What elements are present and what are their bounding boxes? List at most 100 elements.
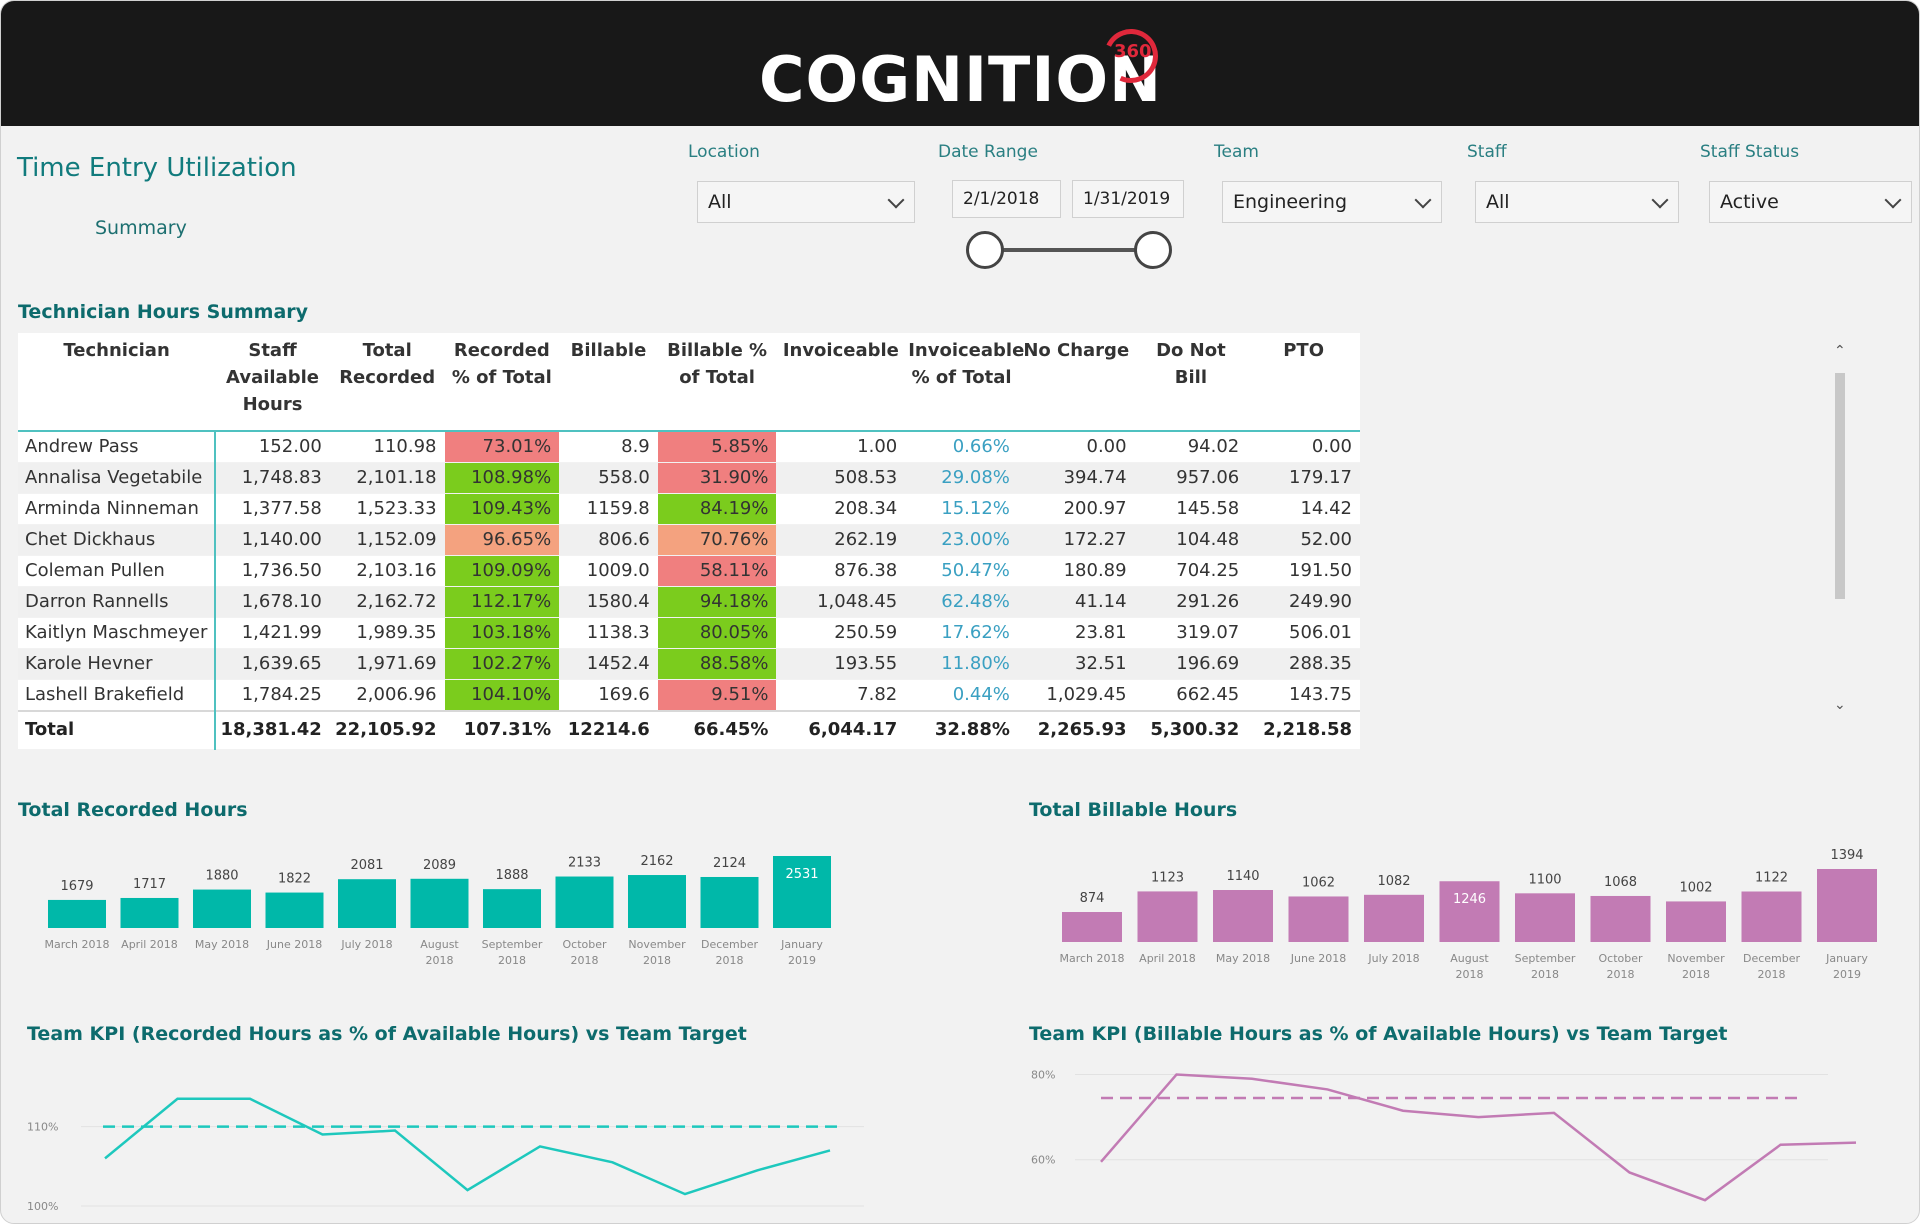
- table-row[interactable]: Kaitlyn Maschmeyer 1,421.99 1,989.35 103.18…: [18, 617, 1360, 649]
- column-header[interactable]: Invoiceable % of Total: [905, 333, 1024, 432]
- date-start-slider-handle[interactable]: [966, 231, 1004, 269]
- bar: [700, 876, 759, 928]
- table-cell: 200.97: [1017, 493, 1135, 525]
- team-dropdown[interactable]: Engineering: [1222, 181, 1442, 223]
- table-row[interactable]: Arminda Ninneman 1,377.58 1,523.33 109.43% 1…: [18, 493, 1360, 525]
- y-tick-label: 60%: [1031, 1154, 1055, 1167]
- table-row[interactable]: Andrew Pass 152.00 110.98 73.01% 8.9 5.85% 1.0…: [18, 431, 1360, 463]
- table-cell: 96.65%: [444, 524, 560, 556]
- total-cell: 32.88%: [905, 710, 1018, 750]
- category-label: November: [628, 938, 686, 951]
- staff-dropdown[interactable]: All: [1475, 181, 1679, 223]
- data-label: 2162: [640, 854, 673, 869]
- date-end-slider-handle[interactable]: [1134, 231, 1172, 269]
- date-end-input[interactable]: 1/31/2019: [1072, 180, 1184, 218]
- bar: [338, 879, 396, 928]
- table-cell: 80.05%: [657, 617, 777, 649]
- table-cell: 109.09%: [444, 555, 560, 587]
- bar: [410, 878, 469, 928]
- table-cell: 1,989.35: [329, 617, 445, 649]
- table-cell: 110.98: [329, 431, 445, 463]
- table-row[interactable]: Coleman Pullen 1,736.50 2,103.16 109.09% 100…: [18, 555, 1360, 587]
- recorded-hours-bar-chart: 1679 March 2018 1717 April 2018 1880 May 2018…: [44, 854, 831, 967]
- table-cell: 806.6: [559, 524, 658, 556]
- data-label: 1822: [278, 872, 311, 887]
- column-header[interactable]: Recorded % of Total: [444, 333, 560, 432]
- table-cell: 1,152.09: [329, 524, 445, 556]
- staff-status-value: Active: [1720, 191, 1779, 213]
- total-cell: 2,265.93: [1017, 710, 1135, 750]
- column-header[interactable]: Total Recorded: [329, 333, 445, 432]
- category-label: 2018: [1758, 968, 1786, 981]
- table-cell: 5.85%: [657, 431, 777, 463]
- data-label: 2089: [423, 858, 456, 873]
- technician-name-cell: Arminda Ninneman: [18, 493, 217, 525]
- bar: [555, 876, 614, 928]
- table-row[interactable]: Darron Rannells 1,678.10 2,162.72 112.17% 15…: [18, 586, 1360, 618]
- data-label: 1062: [1302, 875, 1335, 890]
- column-header[interactable]: Invoiceable: [776, 333, 906, 432]
- table-cell: 191.50: [1247, 555, 1360, 587]
- category-label: August: [420, 938, 459, 951]
- header-bar: COGNITION 360: [1, 1, 1919, 126]
- data-label: 1140: [1226, 869, 1259, 884]
- data-label: 1082: [1377, 874, 1410, 889]
- table-cell: 23.00%: [905, 524, 1018, 556]
- table-cell: 249.90: [1247, 586, 1360, 618]
- data-label: 1100: [1528, 872, 1561, 887]
- category-label: May 2018: [1216, 952, 1270, 965]
- table-row[interactable]: Annalisa Vegetabile 1,748.83 2,101.18 108.9…: [18, 462, 1360, 494]
- category-label: November: [1667, 952, 1725, 965]
- data-label: 1717: [133, 877, 166, 892]
- data-label: 1880: [205, 869, 238, 884]
- column-header[interactable]: Do Not Bill: [1134, 333, 1248, 432]
- category-label: March 2018: [44, 938, 109, 951]
- table-scrollbar[interactable]: [1835, 373, 1845, 599]
- column-header[interactable]: PTO: [1247, 333, 1360, 432]
- table-cell: 704.25: [1134, 555, 1248, 587]
- table-row[interactable]: Lashell Brakefield 1,784.25 2,006.96 104.10…: [18, 679, 1360, 712]
- recorded-kpi-title: Team KPI (Recorded Hours as % of Availab…: [27, 1023, 747, 1045]
- table-cell: 1,678.10: [215, 586, 330, 618]
- y-tick-label: 100%: [27, 1200, 58, 1213]
- table-cell: 112.17%: [444, 586, 560, 618]
- date-start-input[interactable]: 2/1/2018: [952, 180, 1061, 218]
- table-cell: 1159.8: [559, 493, 658, 525]
- bar: [1817, 869, 1877, 942]
- technician-name-cell: Lashell Brakefield: [18, 679, 217, 712]
- category-label: 2019: [1833, 968, 1861, 981]
- table-title: Technician Hours Summary: [18, 301, 309, 323]
- category-label: 2018: [1607, 968, 1635, 981]
- table-cell: 1,639.65: [215, 648, 330, 680]
- table-row[interactable]: Karole Hevner 1,639.65 1,971.69 102.27% 1452…: [18, 648, 1360, 680]
- summary-tab[interactable]: Summary: [95, 217, 187, 239]
- table-cell: 876.38: [776, 555, 906, 587]
- column-header[interactable]: Technician: [18, 333, 216, 432]
- category-label: September: [482, 938, 543, 951]
- total-row: Total 18,381.42 22,105.92 107.31% 12214.6 66.…: [18, 710, 1360, 750]
- y-tick-label: 80%: [1031, 1069, 1055, 1082]
- table-cell: 14.42: [1247, 493, 1360, 525]
- column-header[interactable]: Billable: [559, 333, 658, 432]
- chevron-down-icon: [1651, 191, 1669, 209]
- column-header[interactable]: Staff Available Hours: [215, 333, 330, 432]
- bar: [1439, 881, 1500, 942]
- data-label: 1679: [60, 879, 93, 894]
- bar: [773, 856, 831, 928]
- category-label: 2018: [643, 954, 671, 967]
- table-cell: 1.00: [776, 431, 906, 463]
- table-row[interactable]: Chet Dickhaus 1,140.00 1,152.09 96.65% 806.6…: [18, 524, 1360, 556]
- total-cell: 107.31%: [444, 710, 560, 750]
- column-header[interactable]: Billable % of Total: [657, 333, 777, 432]
- date-range-slider-track[interactable]: [986, 248, 1154, 252]
- staff-label: Staff: [1467, 142, 1507, 162]
- scroll-up-icon[interactable]: ⌃: [1834, 343, 1846, 359]
- column-header[interactable]: No Charge: [1017, 333, 1135, 432]
- data-label: 1246: [1453, 892, 1486, 907]
- category-label: 2018: [1456, 968, 1484, 981]
- scroll-down-icon[interactable]: ⌄: [1834, 697, 1846, 713]
- location-dropdown[interactable]: All: [697, 181, 915, 223]
- table-cell: 172.27: [1017, 524, 1135, 556]
- staff-status-dropdown[interactable]: Active: [1709, 181, 1912, 223]
- technician-hours-table: Technician Staff Available Hours Total Rec…: [18, 333, 1360, 750]
